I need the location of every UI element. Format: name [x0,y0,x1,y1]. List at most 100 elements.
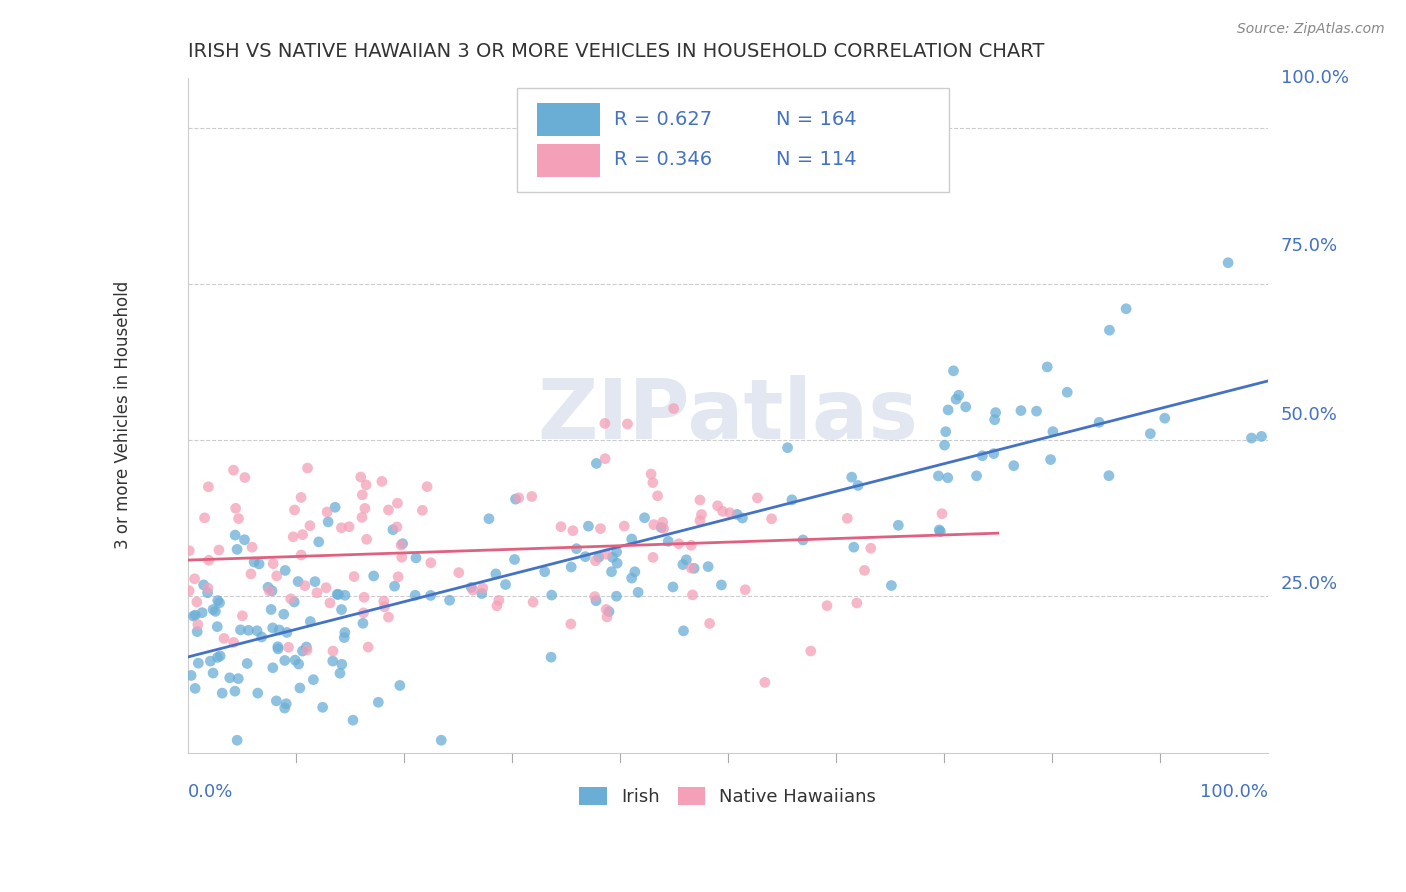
Point [522,595,544,609]
Point [269,623,291,637]
Point [330,521,353,535]
Point [460,580,482,594]
Point [352,488,374,502]
Text: 25.0%: 25.0% [1281,575,1339,593]
Point [662,401,685,416]
Point [224,528,246,542]
Point [585,457,607,471]
Point [295,643,318,657]
Point [624,565,647,579]
Point [596,610,619,624]
Point [672,624,695,638]
Point [718,506,741,520]
Point [343,569,366,583]
Point [222,463,245,477]
Point [668,537,690,551]
Point [388,678,411,692]
Point [240,540,263,554]
Point [373,599,395,614]
Point [672,558,695,572]
Point [179,543,201,558]
Point [585,593,607,607]
Point [304,574,326,589]
Point [322,644,344,658]
Point [391,550,413,565]
Point [600,565,623,579]
Point [218,671,240,685]
Point [389,538,412,552]
Point [1216,256,1239,270]
Point [280,591,302,606]
Point [846,478,869,492]
Point [239,566,262,581]
Point [585,554,607,568]
Point [936,403,959,417]
Point [184,608,207,623]
Point [391,537,413,551]
Point [1153,411,1175,425]
Point [984,406,1007,420]
Point [180,668,202,682]
Point [367,695,389,709]
Point [305,586,328,600]
Point [229,623,252,637]
Point [228,511,250,525]
Point [841,470,863,484]
Point [561,524,583,538]
Point [197,553,219,567]
Point [485,599,508,613]
Point [633,510,655,524]
Point [353,591,375,605]
Point [257,580,280,594]
Text: R = 0.627: R = 0.627 [614,110,713,129]
Point [1039,452,1062,467]
Point [377,610,399,624]
Point [299,615,322,629]
Point [488,593,510,607]
Point [485,566,508,581]
Point [578,519,600,533]
Point [276,625,298,640]
Point [540,588,562,602]
Point [260,583,283,598]
Point [202,666,225,681]
Point [193,578,215,592]
Point [225,501,247,516]
Point [583,590,606,604]
Point [439,593,461,607]
Point [294,579,316,593]
Point [1042,425,1064,439]
Point [319,596,342,610]
Point [706,499,728,513]
Point [405,550,427,565]
Point [747,491,769,505]
Point [776,441,799,455]
Point [972,449,994,463]
Point [683,561,706,575]
Point [377,503,399,517]
Point [560,617,582,632]
Point [616,417,638,431]
Point [859,541,882,556]
Point [574,549,596,564]
Point [734,582,756,597]
Point [934,438,956,452]
Point [267,642,290,657]
Point [207,620,229,634]
Point [274,653,297,667]
Point [681,538,703,552]
Point [276,697,298,711]
Point [565,541,588,556]
Point [471,581,494,595]
Point [928,523,950,537]
Point [311,700,333,714]
Point [295,640,318,654]
Point [288,681,311,695]
Point [357,640,380,654]
Point [267,640,290,654]
Point [179,583,201,598]
Point [845,596,868,610]
Point [560,560,582,574]
Point [1056,385,1078,400]
Point [1036,359,1059,374]
